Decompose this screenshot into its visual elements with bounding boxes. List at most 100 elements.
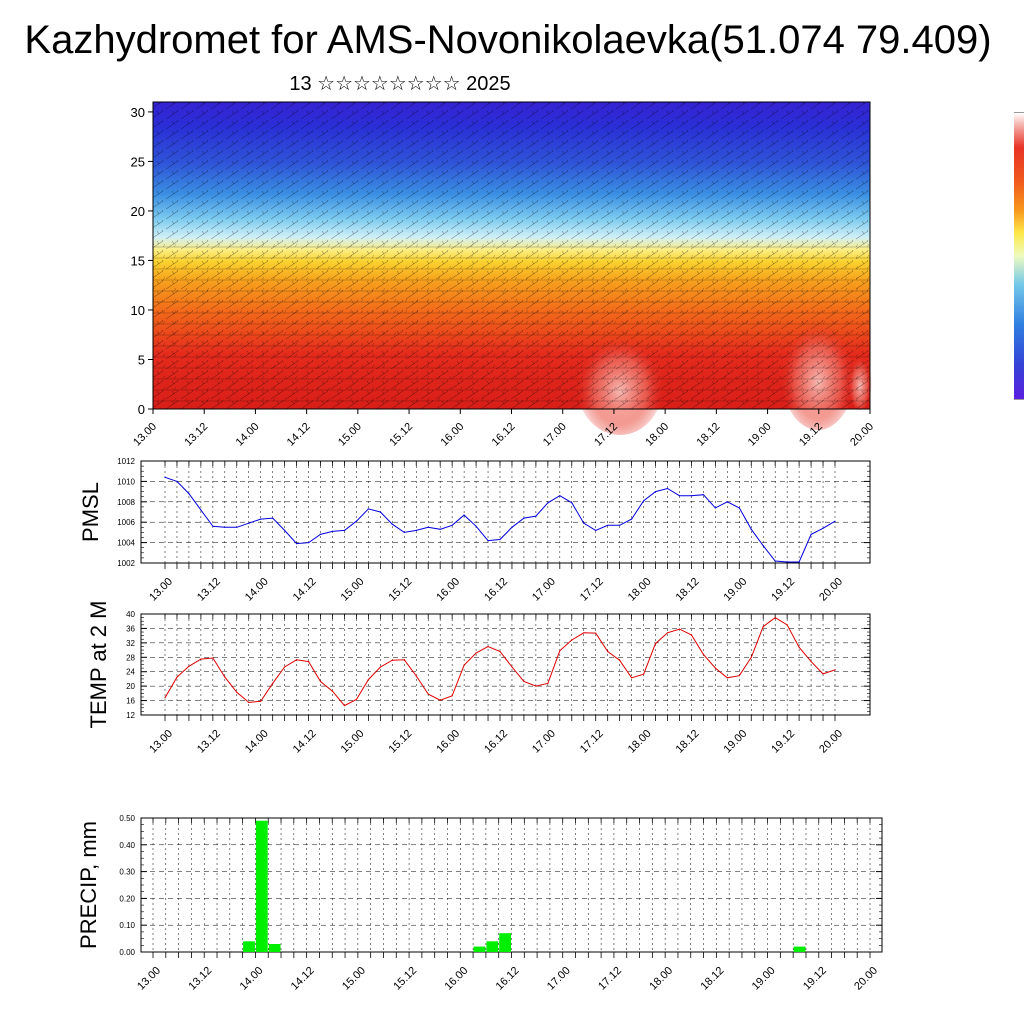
pmsl-point <box>296 543 298 545</box>
y-tick-label: 1006 <box>117 518 135 527</box>
temp-point <box>415 675 417 677</box>
temp-panel: 12 16 20 24 28 32 36 40 13.00 13.12 14.00 14.12 15.0… <box>86 601 871 756</box>
x-tick-label: 15.12 <box>386 728 414 756</box>
precip-bar <box>255 820 268 952</box>
x-tick-label: 15.12 <box>386 576 414 604</box>
pmsl-point <box>595 529 597 532</box>
pmsl-point <box>176 480 178 482</box>
pmsl-point <box>319 533 322 536</box>
x-tick-label: 19.00 <box>721 576 749 604</box>
precip-panel: 0.00 0.10 0.20 0.30 0.40 0.50 13.00 13.12 14.00 1… <box>76 814 883 993</box>
x-tick-label: 14.12 <box>289 965 317 993</box>
pmsl-point <box>212 525 214 527</box>
plot-frame <box>140 460 871 564</box>
temp-point <box>810 661 812 663</box>
pmsl-point <box>236 526 238 528</box>
x-tick-label: 19.00 <box>750 965 778 993</box>
x-tick-label: 14.00 <box>243 728 271 756</box>
x-tick-label: 15.12 <box>391 965 419 993</box>
pmsl-point <box>415 529 417 532</box>
pmsl-point <box>367 508 369 510</box>
colorbar <box>1014 112 1024 400</box>
x-tick-label: 16.00 <box>434 576 462 604</box>
x-tick-label: 16.12 <box>490 421 518 449</box>
x-tick-label: 13.00 <box>135 965 163 993</box>
y-tick-label: 1010 <box>117 477 135 486</box>
x-tick-label: 13.00 <box>147 728 175 756</box>
chart-title: Kazhydromet for AMS-Novonikolaevka(51.07… <box>24 18 992 62</box>
x-tick-label: 19.00 <box>721 728 749 756</box>
y-tick-label: 24 <box>126 668 135 677</box>
x-tick-label: 20.00 <box>852 965 880 993</box>
pmsl-point <box>643 500 645 502</box>
temp-point <box>248 701 250 704</box>
temp-point <box>319 680 322 683</box>
temp-point <box>451 695 453 697</box>
temp-point <box>343 705 346 707</box>
temp-point <box>559 650 561 652</box>
x-tick-label: 13.12 <box>186 965 214 993</box>
pmsl-point <box>200 509 202 511</box>
y-tick-label: 5 <box>138 352 145 367</box>
pmsl-point <box>260 518 262 520</box>
temp-point <box>702 653 705 656</box>
y-tick-label: 0 <box>138 402 145 417</box>
pmsl-point <box>726 501 728 503</box>
temp-point <box>738 675 740 677</box>
y-axis-title: TEMP at 2 M <box>86 601 111 729</box>
x-tick-label: 15.00 <box>340 965 368 993</box>
pmsl-point <box>188 493 190 495</box>
temp-point <box>463 664 465 666</box>
temp-point <box>427 693 429 695</box>
pmsl-point <box>774 560 776 562</box>
precip-bar <box>473 946 486 952</box>
x-tick-label: 18.12 <box>699 965 727 993</box>
temp-point <box>631 677 633 679</box>
x-tick-label: 15.00 <box>336 421 364 449</box>
x-tick-label: 13.00 <box>147 576 175 604</box>
x-tick-label: 17.00 <box>530 576 558 604</box>
pmsl-point <box>738 507 740 509</box>
pmsl-point <box>379 511 381 513</box>
pmsl-point <box>678 495 681 497</box>
pmsl-point <box>248 522 250 524</box>
pmsl-point <box>224 526 226 528</box>
y-tick-label: 28 <box>126 653 135 662</box>
temp-point <box>391 659 393 661</box>
x-tick-label: 17.12 <box>578 728 606 756</box>
temp-point <box>296 659 298 661</box>
y-tick-label: 20 <box>131 204 145 219</box>
x-tick-label: 14.12 <box>285 421 313 449</box>
temp-point <box>224 676 226 678</box>
y-tick-label: 40 <box>126 610 135 619</box>
temp-point <box>714 667 717 669</box>
precip-bar <box>243 941 255 952</box>
temp-point <box>475 652 477 654</box>
x-tick-label: 16.00 <box>442 965 470 993</box>
x-tick-label: 18.00 <box>626 728 654 756</box>
pmsl-point <box>535 515 537 517</box>
temp-point <box>583 632 585 634</box>
pmsl-point <box>475 525 477 527</box>
temp-point <box>499 650 501 653</box>
x-tick-label: 16.00 <box>434 728 462 756</box>
pmsl-point <box>607 524 609 526</box>
pmsl-point <box>523 517 525 519</box>
pmsl-point <box>284 529 286 532</box>
temp-point <box>762 626 764 628</box>
pmsl-point <box>631 518 633 520</box>
x-tick-label: 18.00 <box>626 576 654 604</box>
x-tick-label: 15.00 <box>339 576 367 604</box>
x-tick-label: 19.12 <box>801 965 829 993</box>
x-tick-label: 14.12 <box>291 576 319 604</box>
temp-point <box>487 645 489 648</box>
pmsl-point <box>547 502 549 504</box>
y-tick-label: 1002 <box>117 559 135 568</box>
pmsl-point <box>355 520 357 522</box>
x-tick-label: 13.12 <box>195 576 223 604</box>
x-tick-label: 18.12 <box>695 421 723 449</box>
pmsl-point <box>654 491 657 493</box>
pmsl-point <box>331 530 334 533</box>
temp-point <box>822 673 824 675</box>
